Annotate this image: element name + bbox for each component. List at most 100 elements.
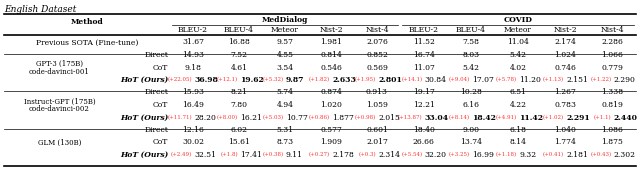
Text: 6.51: 6.51 [509, 89, 527, 96]
Text: 17.41: 17.41 [240, 151, 262, 159]
Text: 7.80: 7.80 [230, 101, 248, 109]
Text: (+14.1): (+14.1) [401, 77, 422, 83]
Text: (+4.91): (+4.91) [496, 115, 517, 120]
Text: (+3.25): (+3.25) [449, 152, 470, 157]
Text: 0.569: 0.569 [366, 63, 388, 71]
Text: 1.086: 1.086 [602, 126, 623, 134]
Text: (+5.03): (+5.03) [263, 115, 284, 120]
Text: 1.981: 1.981 [320, 38, 342, 47]
Text: (+5.32): (+5.32) [263, 77, 284, 83]
Text: 0.779: 0.779 [602, 63, 623, 71]
Text: 2.178: 2.178 [332, 151, 354, 159]
Text: 2.291: 2.291 [566, 114, 590, 122]
Text: Direct: Direct [144, 126, 168, 134]
Text: (+1.8): (+1.8) [220, 152, 238, 157]
Text: 0.601: 0.601 [366, 126, 388, 134]
Text: 2.076: 2.076 [366, 38, 388, 47]
Text: Nist-2: Nist-2 [319, 26, 343, 34]
Text: 11.42: 11.42 [519, 114, 543, 122]
Text: (+1.22): (+1.22) [590, 77, 611, 83]
Text: (+1.02): (+1.02) [543, 115, 564, 120]
Text: 9.11: 9.11 [286, 151, 303, 159]
Text: HoT (Ours): HoT (Ours) [120, 76, 168, 84]
Text: MedDialog: MedDialog [262, 16, 308, 24]
Text: 19.17: 19.17 [413, 89, 435, 96]
Text: 1.338: 1.338 [602, 89, 623, 96]
Text: 32.51: 32.51 [194, 151, 216, 159]
Text: (+0.98): (+0.98) [355, 115, 376, 120]
Text: code-davinci-001: code-davinci-001 [29, 68, 90, 76]
Text: (+0.43): (+0.43) [590, 152, 611, 157]
Text: CoT: CoT [152, 139, 168, 147]
Text: Nist-2: Nist-2 [554, 26, 577, 34]
Text: Meteor: Meteor [271, 26, 299, 34]
Text: 28.20: 28.20 [194, 114, 216, 122]
Text: 30.84: 30.84 [424, 76, 447, 84]
Text: 0.746: 0.746 [554, 63, 576, 71]
Text: 19.62: 19.62 [240, 76, 264, 84]
Text: BLEU-4: BLEU-4 [224, 26, 254, 34]
Text: 16.99: 16.99 [472, 151, 493, 159]
Text: code-davinci-002: code-davinci-002 [29, 105, 90, 113]
Text: (+1.82): (+1.82) [309, 77, 330, 83]
Text: BLEU-2: BLEU-2 [408, 26, 438, 34]
Text: 4.94: 4.94 [276, 101, 294, 109]
Text: 2.151: 2.151 [566, 76, 588, 84]
Text: (+22.05): (+22.05) [168, 77, 192, 83]
Text: 7.52: 7.52 [230, 51, 248, 59]
Text: 2.633: 2.633 [332, 76, 356, 84]
Text: 8.73: 8.73 [276, 139, 294, 147]
Text: 0.913: 0.913 [366, 89, 388, 96]
Text: Instruct-GPT (175B): Instruct-GPT (175B) [24, 97, 95, 106]
Text: (+1.1): (+1.1) [594, 115, 611, 120]
Text: 1.059: 1.059 [366, 101, 388, 109]
Text: 2.302: 2.302 [613, 151, 636, 159]
Text: 9.00: 9.00 [462, 126, 479, 134]
Text: 5.42: 5.42 [462, 63, 479, 71]
Text: 6.02: 6.02 [230, 126, 248, 134]
Text: 11.20: 11.20 [519, 76, 541, 84]
Text: GPT-3 (175B): GPT-3 (175B) [36, 60, 83, 68]
Text: Previous SOTA (Fine-tune): Previous SOTA (Fine-tune) [36, 38, 138, 47]
Text: 0.874: 0.874 [320, 89, 342, 96]
Text: 1.066: 1.066 [602, 51, 623, 59]
Text: 33.04: 33.04 [424, 114, 449, 122]
Text: Method: Method [70, 18, 104, 27]
Text: Nist-4: Nist-4 [365, 26, 389, 34]
Text: 31.67: 31.67 [182, 38, 204, 47]
Text: 11.52: 11.52 [413, 38, 435, 47]
Text: 1.040: 1.040 [554, 126, 576, 134]
Text: (+13.87): (+13.87) [398, 115, 422, 120]
Text: 6.16: 6.16 [462, 101, 479, 109]
Text: 0.546: 0.546 [320, 63, 342, 71]
Text: 4.02: 4.02 [509, 63, 527, 71]
Text: BLEU-2: BLEU-2 [178, 26, 208, 34]
Text: 2.290: 2.290 [613, 76, 636, 84]
Text: 1.909: 1.909 [320, 139, 342, 147]
Text: 0.852: 0.852 [366, 51, 388, 59]
Text: (+2.49): (+2.49) [171, 152, 192, 157]
Text: 2.286: 2.286 [602, 38, 623, 47]
Text: 12.21: 12.21 [413, 101, 435, 109]
Text: CoT: CoT [152, 63, 168, 71]
Text: Nist-4: Nist-4 [600, 26, 624, 34]
Text: 8.21: 8.21 [230, 89, 248, 96]
Text: (+0.41): (+0.41) [543, 152, 564, 157]
Text: (+0.86): (+0.86) [309, 115, 330, 120]
Text: 32.20: 32.20 [424, 151, 447, 159]
Text: HoT (Ours): HoT (Ours) [120, 114, 168, 122]
Text: 4.22: 4.22 [509, 101, 527, 109]
Text: 15.61: 15.61 [228, 139, 250, 147]
Text: 0.577: 0.577 [320, 126, 342, 134]
Text: 2.181: 2.181 [566, 151, 588, 159]
Text: 5.74: 5.74 [276, 89, 294, 96]
Text: (+5.54): (+5.54) [401, 152, 422, 157]
Text: 6.18: 6.18 [509, 126, 527, 134]
Text: (+8.14): (+8.14) [449, 115, 470, 120]
Text: GLM (130B): GLM (130B) [38, 139, 81, 147]
Text: 2.440: 2.440 [613, 114, 637, 122]
Text: 16.21: 16.21 [240, 114, 262, 122]
Text: (+0.27): (+0.27) [309, 152, 330, 157]
Text: 4.55: 4.55 [276, 51, 294, 59]
Text: 18.40: 18.40 [413, 126, 435, 134]
